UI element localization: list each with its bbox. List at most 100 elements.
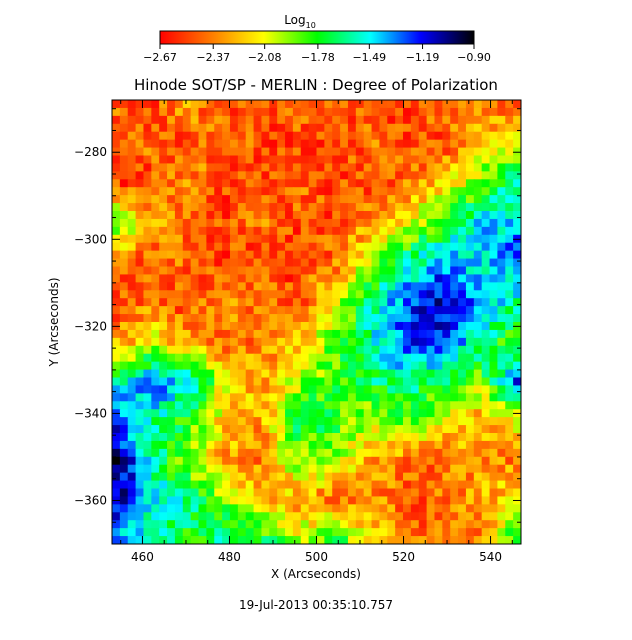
heatmap-cell: [159, 187, 168, 196]
heatmap-cell: [481, 163, 491, 172]
heatmap-cell: [347, 107, 357, 117]
heatmap-cell: [269, 195, 278, 204]
heatmap-cell: [253, 440, 263, 450]
heatmap-cell: [347, 417, 357, 426]
heatmap-cell: [292, 258, 302, 268]
heatmap-cell: [119, 107, 129, 117]
heatmap-cell: [481, 409, 491, 418]
heatmap-cell: [159, 528, 168, 537]
heatmap-cell: [418, 337, 428, 347]
heatmap-cell: [379, 290, 388, 299]
heatmap-cell: [182, 226, 192, 236]
heatmap-cell: [182, 147, 192, 157]
heatmap-cell: [473, 250, 483, 260]
heatmap-cell: [450, 488, 459, 498]
heatmap-cell: [182, 456, 192, 466]
heatmap-cell: [513, 266, 521, 276]
heatmap-cell: [379, 433, 388, 442]
heatmap-cell: [237, 440, 247, 450]
heatmap-cell: [151, 337, 160, 347]
heatmap-cell: [489, 496, 499, 505]
heatmap-cell: [395, 520, 404, 529]
heatmap-cell: [300, 337, 310, 347]
heatmap-cell: [363, 504, 373, 513]
heatmap-cell: [363, 195, 373, 204]
heatmap-cell: [450, 472, 459, 482]
heatmap-cell: [151, 417, 160, 426]
heatmap-cell: [135, 480, 145, 490]
heatmap-cell: [426, 425, 436, 434]
heatmap-cell: [174, 425, 184, 434]
heatmap-cell: [340, 282, 349, 291]
heatmap-cell: [403, 234, 412, 244]
heatmap-cell: [182, 282, 192, 291]
heatmap-cell: [143, 433, 152, 442]
heatmap-cell: [497, 258, 506, 268]
heatmap-cell: [505, 266, 514, 276]
heatmap-cell: [300, 266, 310, 276]
heatmap-cell: [190, 488, 200, 498]
heatmap-cell: [159, 417, 168, 426]
heatmap-cell: [292, 464, 302, 474]
heatmap-cell: [308, 409, 318, 418]
heatmap-cell: [481, 337, 491, 347]
heatmap-cell: [395, 417, 404, 426]
heatmap-cell: [434, 337, 443, 347]
heatmap-cell: [403, 385, 412, 394]
heatmap-cell: [269, 488, 278, 498]
heatmap-cell: [324, 536, 333, 544]
heatmap-cell: [410, 282, 420, 291]
heatmap-cell: [379, 417, 388, 426]
heatmap-cell: [371, 195, 381, 204]
heatmap-cell: [167, 401, 176, 410]
heatmap-cell: [127, 512, 137, 521]
heatmap-cell: [513, 425, 521, 434]
heatmap-cell: [410, 480, 420, 490]
heatmap-cell: [174, 290, 184, 299]
heatmap-cell: [387, 337, 396, 347]
heatmap-cell: [308, 417, 318, 426]
heatmap-cell: [174, 115, 184, 125]
heatmap-cell: [261, 401, 270, 410]
heatmap-cell: [403, 369, 412, 379]
heatmap-cell: [245, 393, 255, 402]
heatmap-cell: [403, 488, 412, 498]
heatmap-cell: [465, 488, 475, 498]
heatmap-cell: [316, 337, 325, 347]
heatmap-cell: [410, 179, 420, 188]
heatmap-cell: [261, 187, 270, 196]
heatmap-cell: [119, 353, 129, 363]
heatmap-cell: [300, 409, 310, 418]
heatmap-cell: [229, 448, 239, 458]
heatmap-cell: [245, 345, 255, 355]
heatmap-cell: [465, 456, 475, 466]
heatmap-cell: [505, 329, 514, 339]
heatmap-cell: [481, 433, 491, 442]
heatmap-cell: [324, 504, 333, 513]
heatmap: [112, 100, 521, 544]
heatmap-cell: [465, 314, 475, 323]
heatmap-cell: [332, 195, 341, 204]
heatmap-cell: [198, 417, 207, 426]
heatmap-cell: [206, 385, 215, 394]
heatmap-cell: [229, 361, 239, 371]
heatmap-cell: [513, 417, 521, 426]
heatmap-cell: [489, 440, 499, 450]
heatmap-cell: [473, 107, 483, 117]
heatmap-cell: [473, 496, 483, 505]
heatmap-cell: [489, 337, 499, 347]
heatmap-cell: [308, 218, 318, 228]
heatmap-cell: [442, 250, 451, 260]
heatmap-cell: [300, 448, 310, 458]
heatmap-cell: [332, 377, 341, 387]
heatmap-cell: [442, 464, 451, 474]
heatmap-cell: [505, 218, 514, 228]
heatmap-cell: [355, 211, 365, 220]
heatmap-cell: [340, 226, 349, 236]
heatmap-cell: [190, 203, 200, 212]
heatmap-cell: [214, 448, 223, 458]
heatmap-cell: [458, 361, 467, 371]
heatmap-cell: [277, 203, 286, 212]
heatmap-cell: [308, 274, 318, 283]
heatmap-cell: [308, 139, 318, 149]
